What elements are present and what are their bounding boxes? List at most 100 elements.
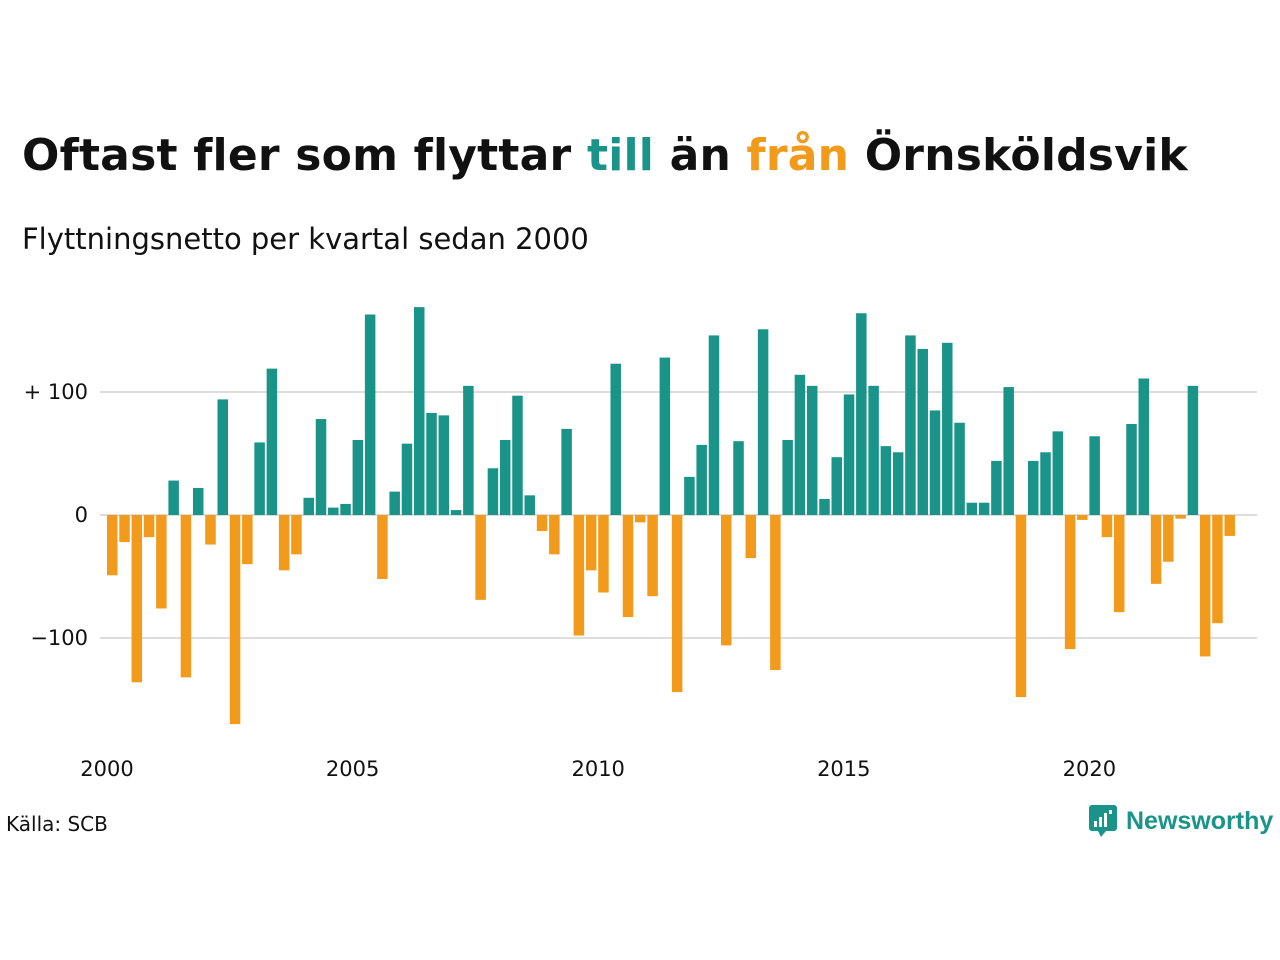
brand-name: Newsworthy: [1126, 806, 1274, 835]
bar: [1101, 515, 1113, 538]
bar: [1150, 515, 1162, 584]
x-tick-label: 2000: [80, 757, 133, 781]
bar: [119, 515, 130, 543]
bar: [561, 428, 572, 515]
bar: [1089, 436, 1100, 515]
bar: [156, 515, 167, 609]
bar: [647, 515, 658, 597]
bar: [684, 476, 695, 515]
title-mid: än: [654, 130, 747, 181]
bar: [1015, 515, 1027, 698]
bar: [1187, 385, 1199, 515]
bar: [1175, 515, 1186, 519]
bar: [143, 515, 155, 538]
bar: [819, 499, 830, 515]
bar: [438, 415, 450, 515]
bar: [770, 515, 781, 670]
bar: [708, 335, 720, 515]
bar: [745, 515, 757, 559]
title-part2: Örnsköldsvik: [849, 130, 1188, 181]
bar: [192, 487, 204, 515]
newsworthy-logo-icon: [1089, 805, 1117, 837]
bar: [622, 515, 634, 618]
bar: [229, 515, 241, 725]
bar: [1138, 378, 1150, 515]
bar: [1064, 515, 1076, 650]
bar: [107, 515, 118, 576]
bar: [242, 515, 253, 565]
bar: [266, 368, 278, 515]
bar: [806, 385, 818, 515]
bar: [1126, 423, 1137, 515]
x-axis-tick-labels: 2000 2005 2010 2015 2020: [80, 757, 1116, 781]
bar: [929, 410, 941, 515]
bar: [475, 515, 486, 600]
bar: [1199, 515, 1211, 657]
bar: [733, 441, 744, 515]
bar: [1077, 515, 1088, 520]
bar: [868, 385, 879, 515]
y-tick-label: + 100: [24, 380, 88, 404]
bar: [696, 444, 707, 515]
x-tick-label: 2020: [1063, 757, 1116, 781]
bar: [954, 422, 965, 515]
bar: [991, 460, 1002, 515]
title-till: till: [586, 130, 655, 181]
bar: [1113, 515, 1125, 613]
bar: [1028, 460, 1039, 515]
bar: [794, 374, 806, 515]
bar: [303, 497, 314, 515]
bar: [315, 419, 327, 515]
bar: [978, 502, 990, 515]
bar: [524, 495, 536, 515]
bar: [291, 515, 302, 555]
bar: [426, 412, 437, 515]
source-note: Källa: SCB: [6, 812, 108, 836]
bar: [1003, 387, 1014, 515]
bar: [278, 515, 290, 571]
title-fran: från: [746, 130, 850, 181]
bars: [107, 307, 1235, 725]
bar: [843, 394, 855, 515]
bar: [328, 507, 339, 515]
bar: [892, 452, 904, 515]
bar: [757, 329, 769, 515]
bar: [450, 510, 462, 515]
bar: [721, 515, 732, 646]
bar: [389, 491, 400, 515]
x-tick-label: 2015: [817, 757, 870, 781]
y-tick-label: 0: [75, 503, 88, 527]
bar: [1040, 452, 1051, 515]
title-part1: Oftast fler som flyttar: [22, 130, 587, 181]
y-tick-label: −100: [30, 626, 88, 650]
chart-subtitle: Flyttningsnetto per kvartal sedan 2000: [22, 222, 589, 256]
bar: [512, 395, 523, 515]
bar: [168, 480, 179, 515]
bar: [487, 468, 499, 515]
bar: [401, 443, 413, 515]
bar: [463, 385, 474, 515]
bar: [352, 439, 364, 515]
bar: [414, 307, 425, 515]
bar: [782, 439, 793, 515]
bar: [671, 515, 683, 693]
bar: [966, 502, 978, 515]
bar: [205, 515, 216, 545]
bar: [499, 439, 511, 515]
bar: [942, 342, 953, 515]
bar: [377, 515, 388, 579]
bar: [905, 335, 916, 515]
bar: [917, 348, 928, 515]
newsworthy-logo: Newsworthy: [1088, 804, 1273, 838]
bar: [585, 515, 597, 571]
bar: [340, 503, 351, 515]
bar: [549, 515, 560, 555]
bar: [1163, 515, 1174, 562]
y-axis-tick-labels: + 100 0 −100: [24, 380, 88, 650]
bar: [856, 313, 867, 515]
bar: [536, 515, 548, 531]
bar: [831, 457, 843, 515]
bar: [635, 515, 646, 523]
bar: [573, 515, 585, 636]
